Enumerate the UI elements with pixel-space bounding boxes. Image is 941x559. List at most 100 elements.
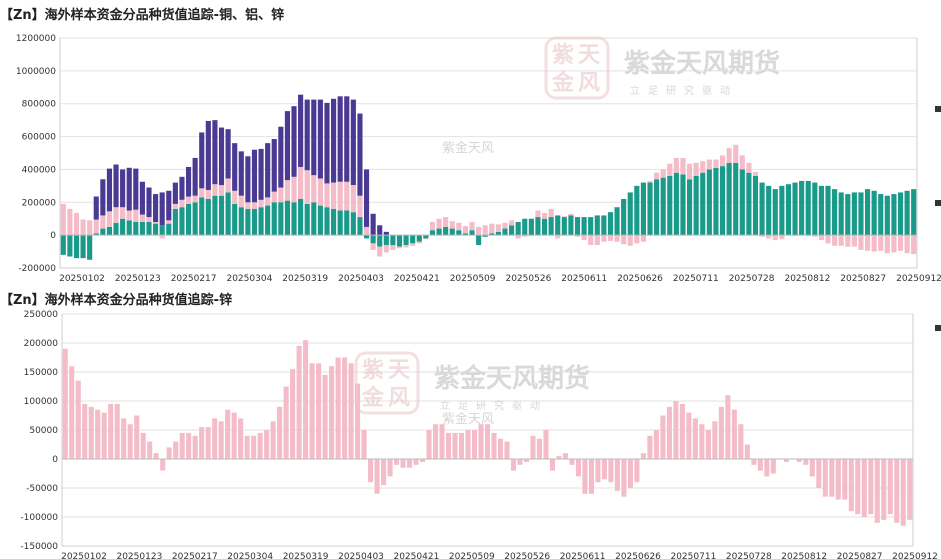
bar-zinc [133,209,139,222]
bar-aluminum [614,207,620,236]
bar-zinc [712,421,718,459]
bar-aluminum [621,199,627,236]
bar-zinc [390,245,396,250]
bar-zinc [549,459,555,471]
bar-aluminum [390,235,396,245]
bar-zinc [153,453,159,459]
x-tick-label: 20250912 [896,274,941,284]
x-tick-label: 20250611 [560,552,606,559]
bar-aluminum [192,202,198,236]
bar-aluminum [897,192,904,236]
bar-aluminum [159,225,165,236]
bar-aluminum [449,228,455,236]
bar-zinc [238,418,244,459]
bar-zinc [897,235,904,251]
bar-zinc [660,169,666,178]
bar-zinc [627,235,633,246]
bar-aluminum [80,235,86,259]
bar-zinc [595,459,601,483]
bar-aluminum [218,195,225,236]
bar-zinc [134,415,140,459]
bar-zinc [614,235,620,242]
bar-zinc [284,180,291,201]
bar-zinc [205,427,211,459]
bar-zinc [329,366,335,459]
bar-copper [212,120,218,185]
bar-zinc [812,235,818,237]
bar-zinc [614,459,620,491]
bar-zinc [317,178,323,206]
bar-aluminum [284,200,291,236]
bar-zinc [370,243,376,250]
bar-aluminum [199,197,205,236]
bar-copper [298,94,304,167]
bar-zinc [264,430,270,459]
bar-zinc [752,171,759,176]
bar-copper [139,181,145,215]
bar-zinc [581,235,587,241]
bar-zinc [449,221,455,229]
bar-zinc [114,403,120,459]
bar-zinc [588,235,594,245]
bar-zinc [569,459,575,465]
bar-aluminum [535,217,541,236]
bar-zinc [562,453,568,459]
bar-zinc [556,456,562,459]
bar-zinc [731,409,737,459]
bar-copper [133,168,139,210]
bar-zinc [588,459,594,494]
bar-zinc [166,220,172,224]
x-tick-label: 20250304 [227,552,273,559]
bar-aluminum [126,220,132,236]
bar-aluminum [799,180,805,236]
bar-zinc [192,195,198,203]
bar-aluminum [838,192,844,236]
bar-aluminum [706,169,712,236]
bar-zinc [456,222,462,231]
bar-aluminum [172,208,178,236]
x-tick-label: 20250421 [393,552,439,559]
bar-copper [172,182,178,204]
y-tick-label: 800000 [22,100,57,110]
bar-zinc [403,245,409,248]
bar-aluminum [528,218,534,236]
bar-copper [317,99,323,179]
bar-zinc [69,366,75,459]
bar-zinc [555,235,561,239]
watermark-logo-char: 金 [361,385,385,411]
bar-zinc [582,459,588,494]
bar-zinc [673,157,679,173]
x-tick-label: 20250526 [505,274,551,284]
bar-zinc [394,459,400,465]
bar-copper [258,148,264,200]
bar-aluminum [185,203,192,236]
bar-aluminum [265,205,271,236]
bar-zinc [278,187,284,203]
bar-zinc [160,459,166,471]
bar-aluminum [509,225,515,236]
bar-zinc [374,459,380,494]
x-tick-label: 20250509 [450,274,496,284]
bar-zinc [439,424,445,459]
bar-zinc [75,380,81,459]
chart-bottom: -150000 -100000 -50000 0 50000 100000 150000 20… [20,310,938,559]
bar-zinc [871,235,877,252]
bar-aluminum [100,228,106,236]
x-tick-label: 20250611 [561,274,607,284]
bar-zinc [445,432,452,459]
bar-aluminum [370,235,376,244]
bar-aluminum [555,215,561,236]
bar-copper [232,143,238,191]
bar-zinc [80,219,86,236]
x-tick-label: 20250217 [171,274,217,284]
bar-zinc [245,202,251,209]
bar-zinc [746,162,752,173]
bar-zinc [835,459,841,500]
bar-zinc [172,203,178,209]
bar-aluminum [766,185,772,236]
bar-copper [93,196,99,220]
bar-aluminum [522,218,528,236]
bar-zinc [159,235,165,239]
bar-zinc [420,459,426,462]
bar-zinc [348,363,354,459]
